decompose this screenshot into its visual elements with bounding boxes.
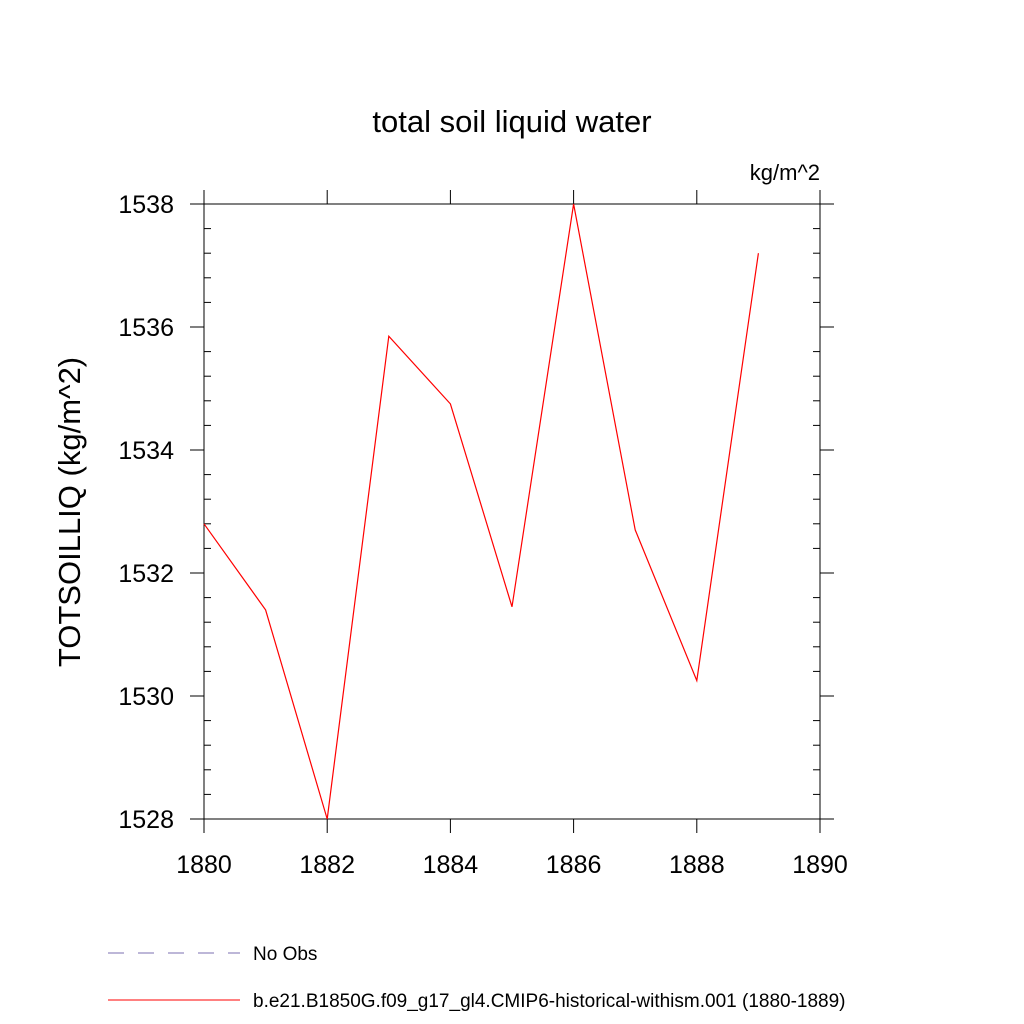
legend-label: b.e21.B1850G.f09_g17_gl4.CMIP6-historica… (253, 991, 846, 1012)
y-tick-label: 1538 (118, 191, 174, 219)
x-tick-label: 1882 (299, 851, 355, 879)
axis-ticks (190, 190, 834, 833)
series-line (203, 203, 759, 820)
y-tick-label: 1534 (118, 437, 174, 465)
x-tick-label: 1888 (669, 851, 725, 879)
y-tick-label: 1530 (118, 683, 174, 711)
y-tick-label: 1528 (118, 806, 174, 834)
units-label: kg/m^2 (750, 160, 820, 185)
plot-frame (203, 203, 821, 820)
tick-labels: 1880 1882 1884 1886 1888 1890 1528 1530 1532 1534… (118, 191, 847, 879)
chart-title: total soil liquid water (372, 104, 651, 139)
x-tick-label: 1890 (792, 851, 848, 879)
y-tick-label: 1536 (118, 314, 174, 342)
legend-label: No Obs (253, 944, 317, 965)
x-tick-label: 1884 (423, 851, 479, 879)
legend: No Obs b.e21.B1850G.f09_g17_gl4.CMIP6-his… (108, 944, 846, 1012)
y-tick-label: 1532 (118, 560, 174, 588)
y-axis-label: TOTSOILLIQ (kg/m^2) (52, 357, 87, 667)
x-tick-label: 1880 (176, 851, 232, 879)
series-layer (203, 203, 759, 820)
x-tick-label: 1886 (546, 851, 602, 879)
